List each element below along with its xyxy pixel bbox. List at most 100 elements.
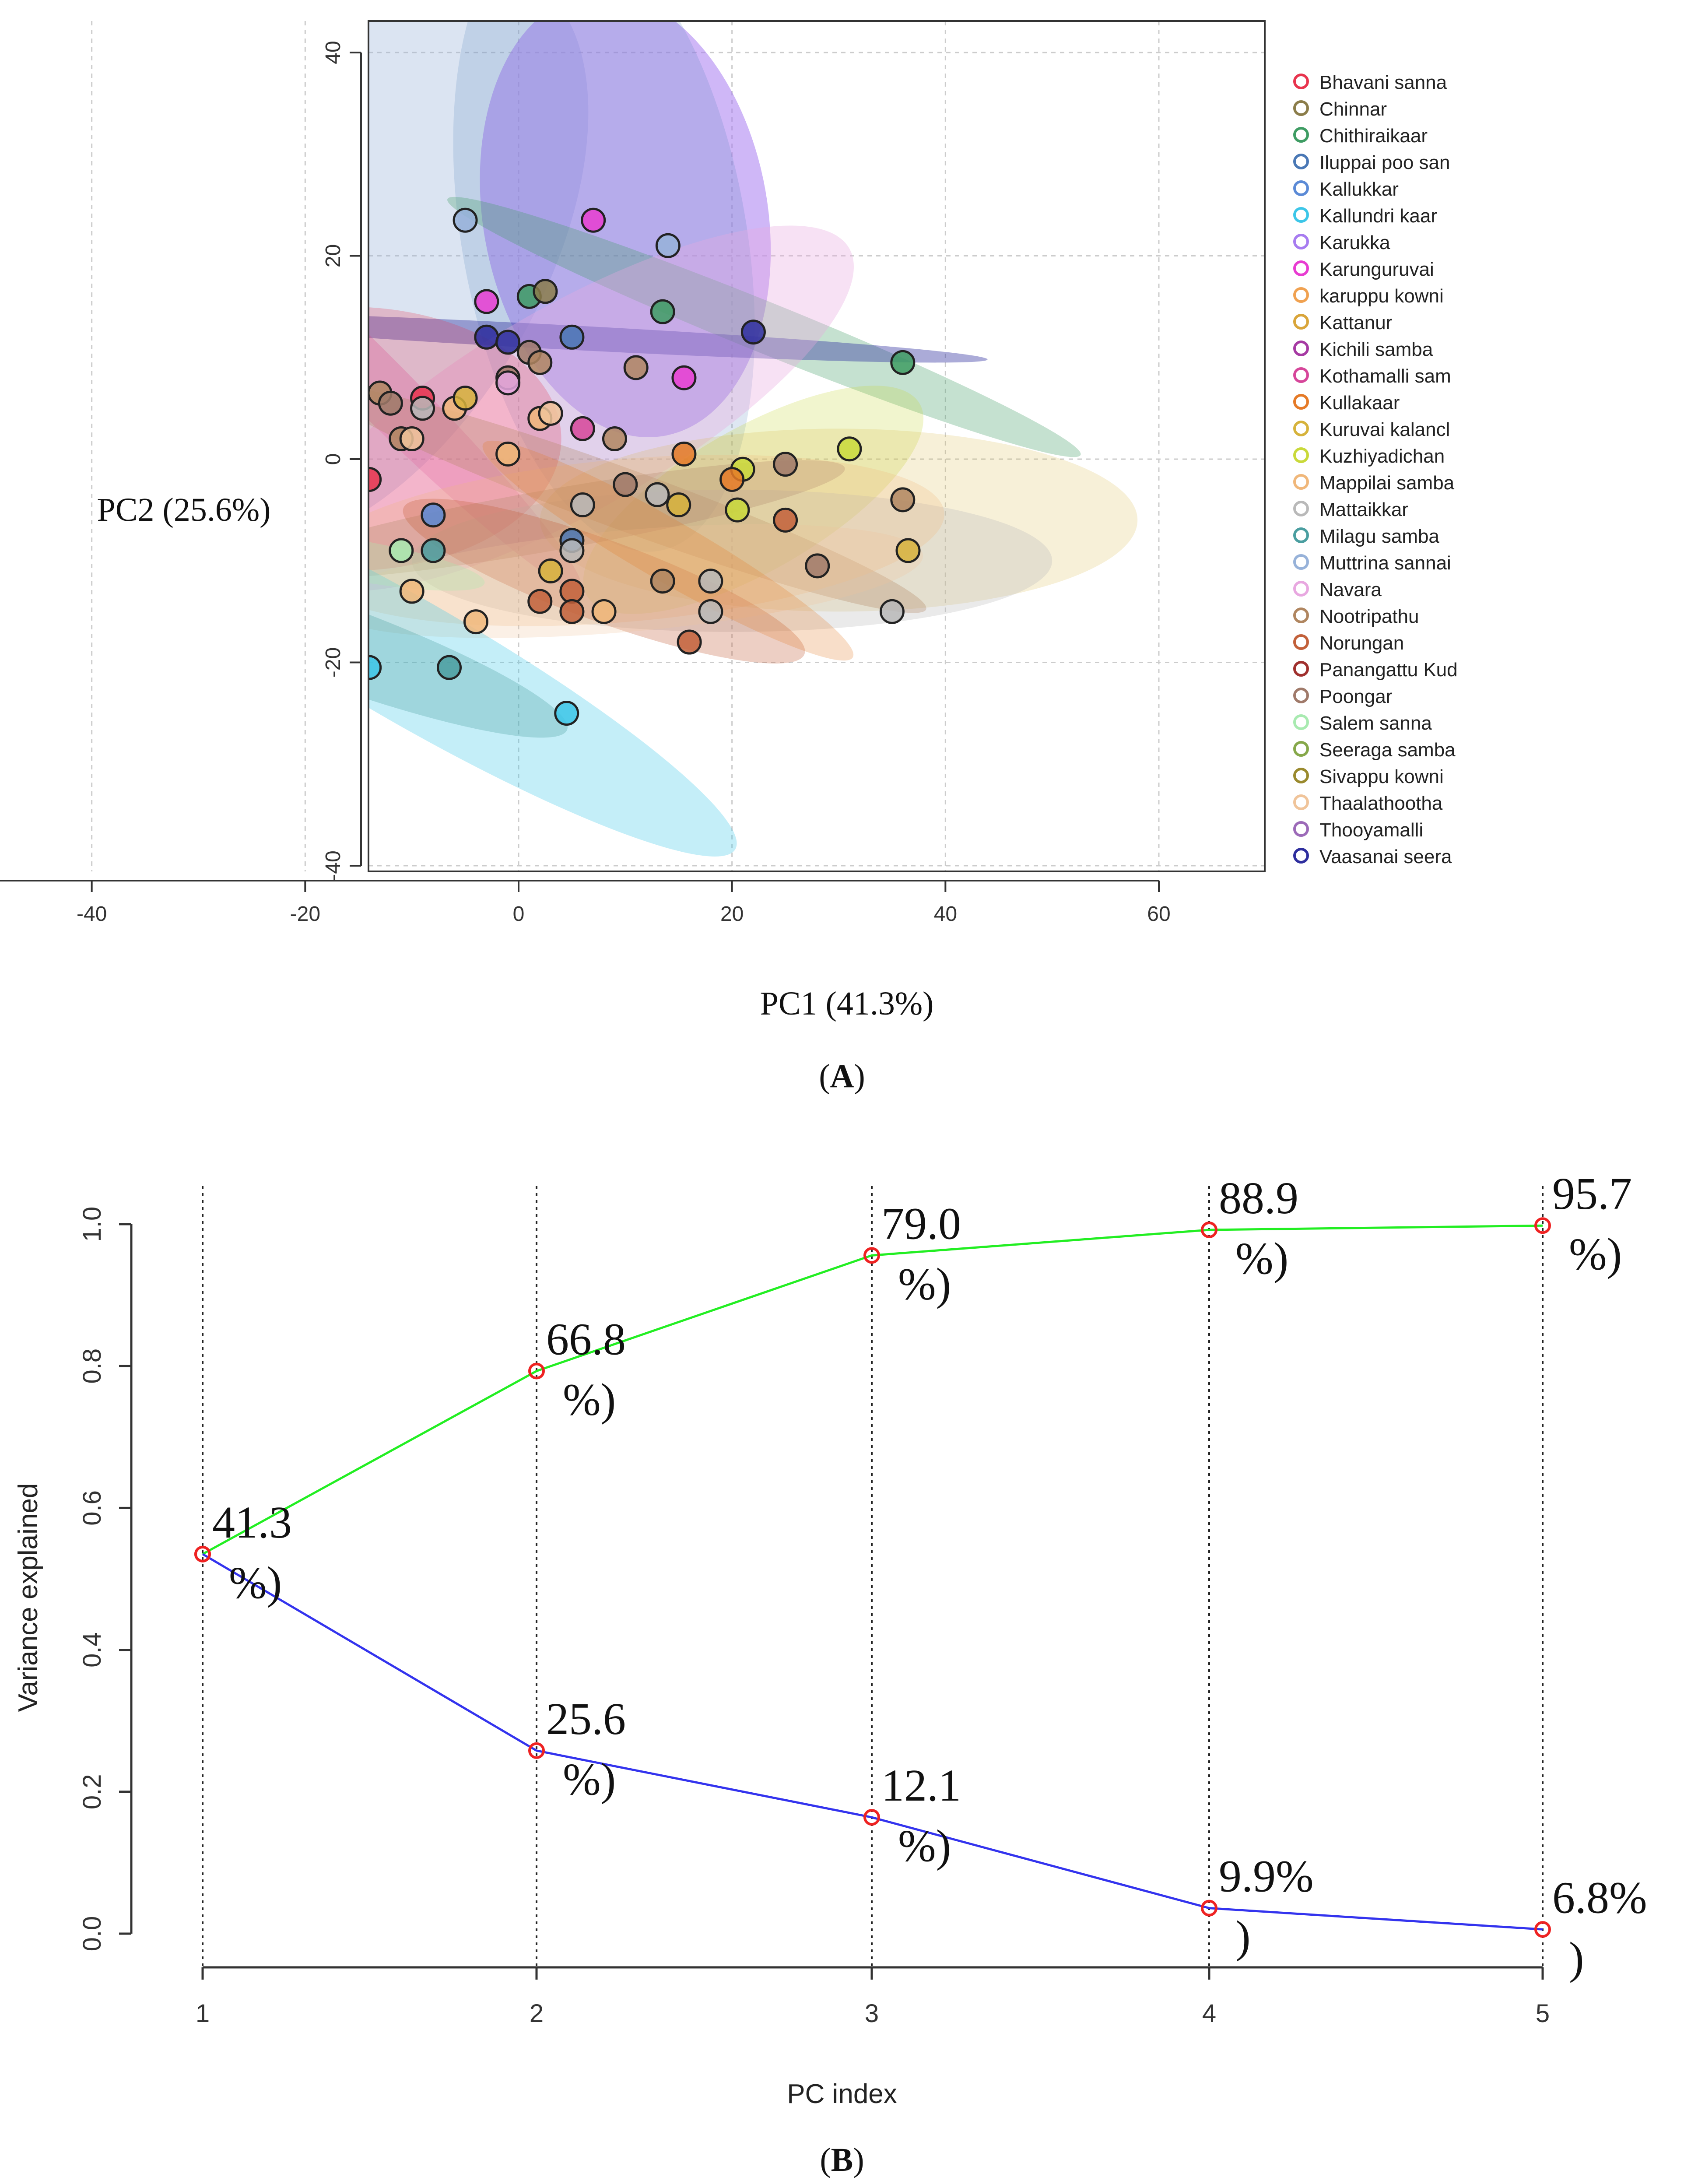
- panel-a-point-70: [144, 600, 167, 623]
- panel-a-legend-label-28: Thooyamalli: [1319, 819, 1423, 841]
- panel-a-point-13: [740, 320, 766, 345]
- panel-b-label-close: ): [853, 2142, 864, 2178]
- panel-a-point-66: [399, 579, 425, 604]
- panel-a-legend-label-26: Sivappu kowni: [1319, 766, 1444, 787]
- panel-b-x-tick-label-3: 4: [1202, 1999, 1216, 2028]
- panel-b-marker-individual-3: [863, 1809, 880, 1826]
- panel-a-point-18: [671, 365, 697, 390]
- panel-b-marker-cumulative-2: [528, 1362, 545, 1380]
- panel-b-data-label-2-line1: 88.9: [1219, 1173, 1298, 1223]
- panel-a-x-axis-label: PC1 (41.3%): [760, 985, 934, 1022]
- panel-a-legend-label-25: Seeraga samba: [1319, 739, 1456, 761]
- panel-a-ellipse-1: [480, 21, 771, 438]
- panel-a-point-53: [421, 502, 446, 528]
- panel-a-point-84: [437, 655, 462, 680]
- panel-a-legend-label-9: Kattanur: [1319, 312, 1392, 334]
- panel-a-legend-marker-25: [1293, 741, 1309, 757]
- panel-a-point-56: [890, 487, 916, 513]
- panel-a-point-23: [378, 390, 403, 416]
- panel-a-point-85: [554, 701, 579, 726]
- panel-a-point-50: [719, 467, 745, 492]
- panel-a-point-10: [474, 324, 499, 350]
- panel-a-point-4: [655, 233, 681, 258]
- panel-a-point-8: [533, 279, 558, 304]
- panel-a-y-tick-label-3: 20: [322, 244, 345, 267]
- panel-b-data-label-1-line2: %): [898, 1259, 951, 1309]
- panel-a-legend-marker-12: [1293, 394, 1309, 410]
- panel-a-legend-marker-1: [1293, 100, 1309, 116]
- panel-a-ellipse-18: [368, 468, 737, 857]
- panel-a-point-75: [559, 599, 585, 624]
- panel-a-legend-marker-26: [1293, 768, 1309, 783]
- panel-a-point-33: [570, 416, 595, 441]
- panel-a-point-62: [421, 538, 446, 563]
- panel-b-data-label-7-line1: 9.9%: [1219, 1851, 1314, 1902]
- panel-a-point-51: [570, 492, 595, 518]
- panel-a-point-80: [273, 641, 295, 664]
- panel-a-label-letter: A: [830, 1058, 854, 1095]
- panel-b-data-label-4-line2: %): [229, 1558, 282, 1608]
- panel-a-point-9: [650, 299, 675, 324]
- panel-b-marker-cumulative-3: [863, 1247, 880, 1264]
- panel-a-legend-marker-0: [1293, 74, 1309, 89]
- panel-a-legend-marker-13: [1293, 421, 1309, 436]
- panel-a-x-tick-label-5: 40: [934, 902, 957, 926]
- panel-a-legend-marker-15: [1293, 474, 1309, 490]
- panel-a-point-48: [645, 482, 670, 507]
- panel-a-legend-marker-23: [1293, 688, 1309, 703]
- panel-a-point-58: [559, 538, 585, 563]
- panel-b-series-lines: [202, 1224, 1543, 1931]
- panel-a-y-tick-label-4: 40: [322, 41, 345, 64]
- panel-a-legend-label-22: Panangattu Kud: [1319, 659, 1458, 681]
- panel-a-legend-marker-24: [1293, 714, 1309, 730]
- panel-a-legend-marker-16: [1293, 501, 1309, 516]
- panel-a-legend-label-11: Kothamalli sam: [1319, 365, 1451, 387]
- panel-a-legend-label-21: Norungan: [1319, 632, 1404, 654]
- panel-a-label-close: ): [854, 1058, 865, 1095]
- panel-a-point-29: [240, 407, 263, 430]
- panel-a-legend-label-12: Kullakaar: [1319, 392, 1400, 414]
- panel-a-legend-marker-18: [1293, 554, 1309, 570]
- panel-a-point-36: [267, 438, 290, 460]
- panel-a-point-54: [725, 497, 750, 523]
- panel-a-x-tick-label-4: 20: [720, 902, 744, 926]
- panel-b-y-tick-label-4: 0.8: [78, 1348, 106, 1384]
- panel-b-data-label-0-line2: %): [563, 1375, 616, 1425]
- panel-a-x-tick-label-6: 60: [1147, 902, 1170, 926]
- panel-a-legend-marker-29: [1293, 848, 1309, 864]
- panel-a-point-5: [337, 275, 359, 298]
- panel-a-legend-label-13: Kuruvai kalancl: [1319, 419, 1450, 440]
- panel-a-point-65: [895, 538, 921, 563]
- panel-b-marker-individual-1: [194, 1545, 211, 1563]
- panel-a-point-28: [235, 402, 258, 425]
- panel-b-y-axis-label: Variance explained: [13, 1483, 43, 1712]
- panel-b-x-tick-label-4: 5: [1536, 1999, 1550, 2028]
- panel-b-label-letter: B: [831, 2142, 853, 2178]
- panel-b-x-tick-label-1: 2: [530, 1999, 544, 2028]
- panel-b-data-label-1-line1: 79.0: [881, 1198, 961, 1249]
- panel-a-point-0: [134, 245, 157, 267]
- panel-b-data-label-8-line2: ): [1569, 1933, 1584, 1983]
- panel-a-point-3: [581, 207, 606, 233]
- panel-a-legend-label-2: Chithiraikaar: [1319, 125, 1428, 147]
- panel-a-ellipse-19: [368, 546, 568, 738]
- panel-b-data-label-2-line2: %): [1235, 1233, 1288, 1284]
- panel-b-y-tick-label-5: 1.0: [78, 1207, 106, 1242]
- panel-a-point-76: [591, 599, 617, 624]
- panel-a-legend-label-16: Mattaikkar: [1319, 499, 1408, 520]
- panel-a-point-79: [208, 615, 231, 638]
- panel-a-x-tick-label-3: 0: [513, 902, 525, 926]
- panel-a-ellipse-2: [453, 21, 755, 552]
- panel-b-label-open: (: [820, 2142, 831, 2178]
- panel-a-legend-label-29: Vaasanai seera: [1319, 846, 1452, 867]
- panel-a-point-12: [559, 324, 585, 350]
- panel-b-data-label-5-line1: 25.6: [546, 1694, 626, 1744]
- panel-a-point-77: [698, 599, 723, 624]
- panel-b-y-tick-label-3: 0.6: [78, 1490, 106, 1526]
- panel-b-label: (B): [820, 2142, 864, 2178]
- panel-b-data-label-4-line1: 41.3: [212, 1497, 292, 1548]
- panel-b-y-tick-label-1: 0.2: [78, 1774, 106, 1809]
- panel-a-ellipse-6: [368, 225, 854, 591]
